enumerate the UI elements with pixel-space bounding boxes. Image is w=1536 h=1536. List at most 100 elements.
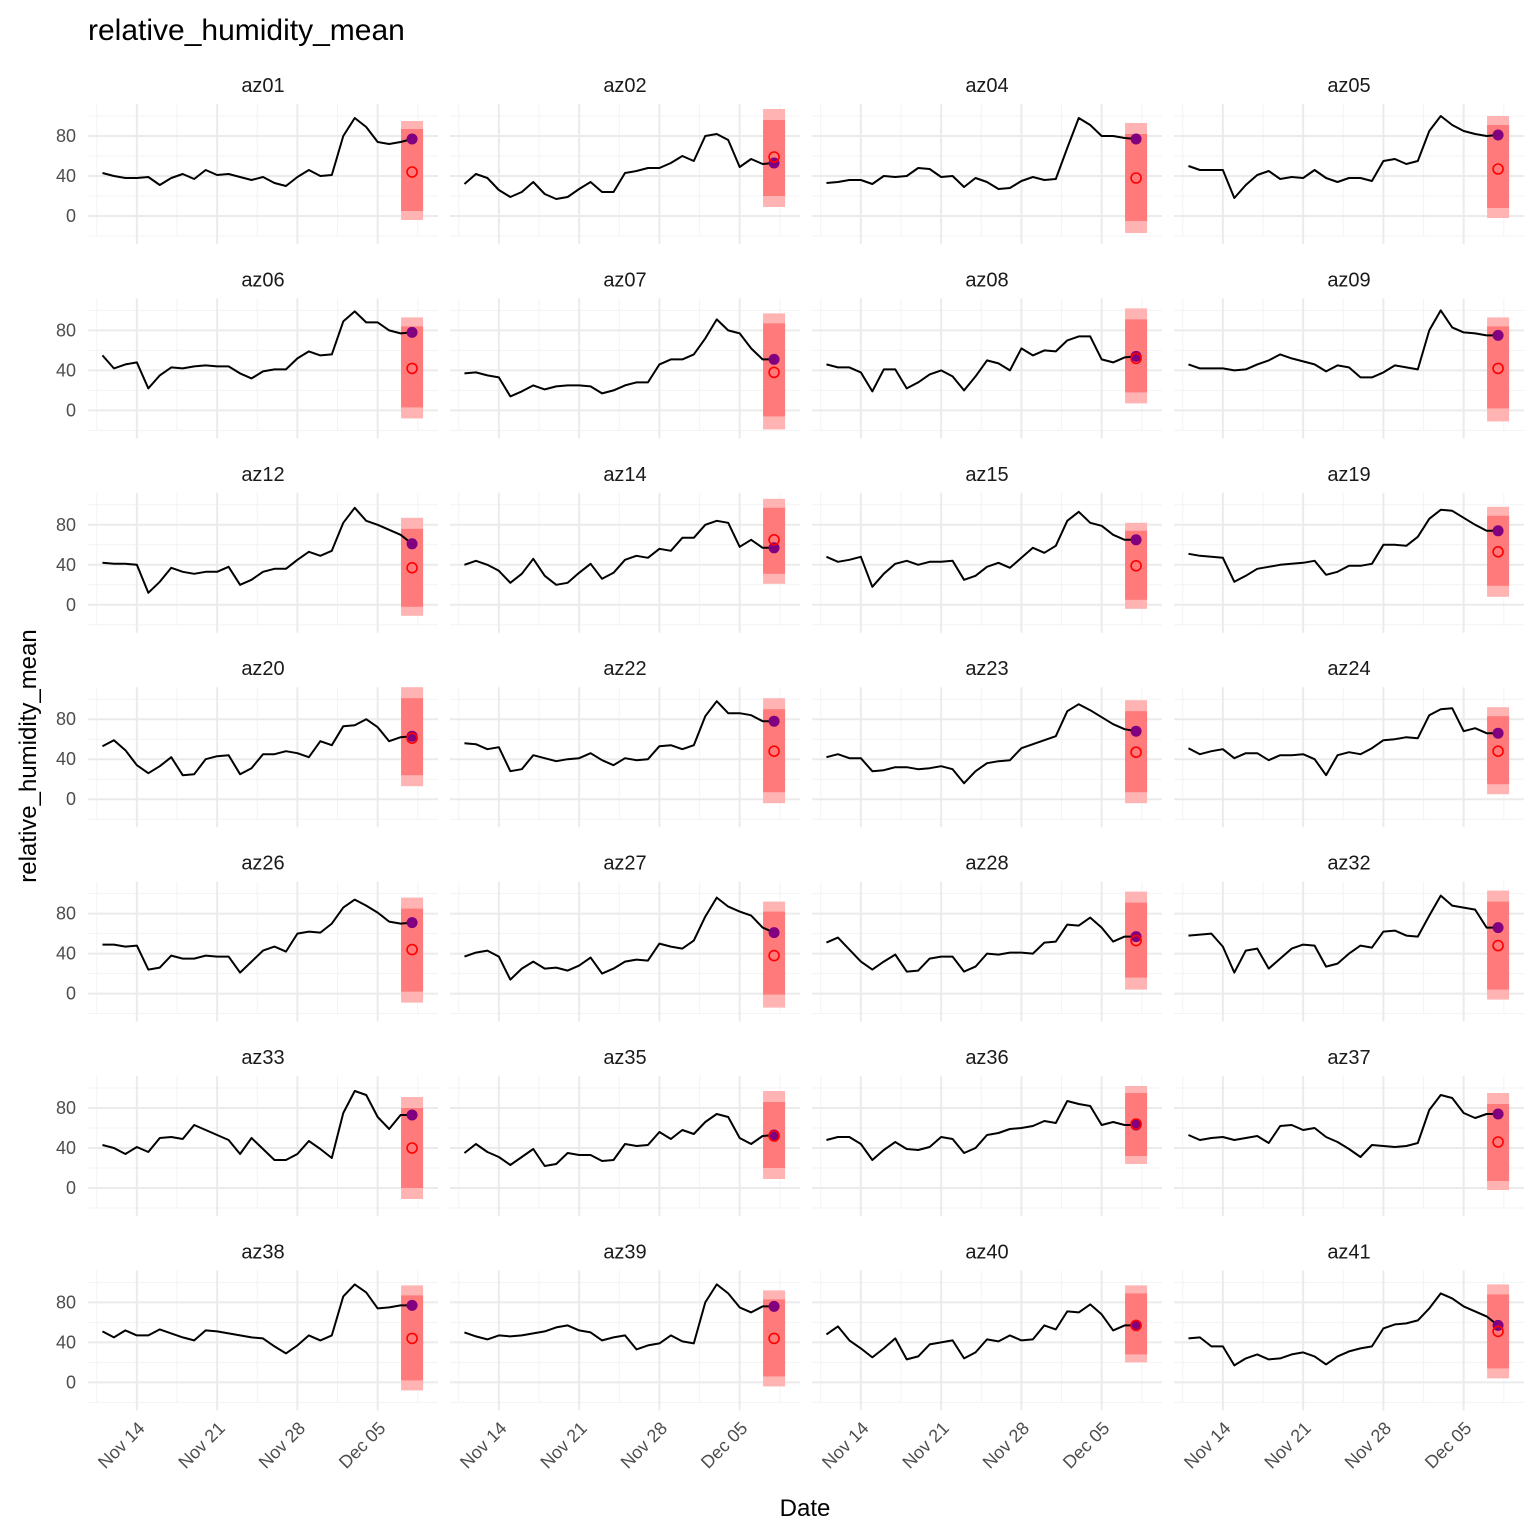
panel-az26: az26 0 40 80 (56, 853, 438, 1022)
forecast-mean-point (768, 745, 780, 758)
forecast-interval-inner (1487, 125, 1510, 208)
forecast-interval-inner (401, 1108, 424, 1188)
observed-point (1130, 534, 1142, 546)
forecast-mean-point (1130, 559, 1142, 572)
x-tick-label: Nov 28 (617, 1418, 671, 1472)
panel-label: az24 (1327, 658, 1370, 680)
observed-point (768, 542, 780, 554)
panel-az38: az38 0 40 80 (56, 1241, 438, 1411)
forecast-interval-inner (1487, 515, 1510, 586)
panel-az06: az06 0 40 80 (56, 269, 438, 439)
x-tick-label: Dec 05 (697, 1418, 751, 1472)
x-tick-label: Nov 21 (174, 1418, 228, 1472)
panel-label: az35 (603, 1047, 646, 1069)
panel-label: az15 (965, 464, 1008, 486)
panel-label: az08 (965, 269, 1008, 291)
forecast-mean-point (1492, 362, 1504, 375)
y-tick-label: 40 (56, 555, 76, 575)
observed-point (768, 353, 780, 365)
forecast-mean-point (1492, 939, 1504, 952)
panel-az33: az33 0 40 80 (56, 1047, 438, 1216)
panel-label: az12 (241, 464, 284, 486)
series-line (826, 1100, 1137, 1161)
forecast-mean-point (1492, 545, 1504, 558)
forecast-mean-point (406, 561, 418, 574)
series-line (826, 335, 1137, 393)
x-tick-label: Nov 21 (1260, 1418, 1314, 1472)
series-line (464, 896, 775, 981)
forecast-mean-point (406, 1332, 418, 1345)
forecast-mean-point (768, 949, 780, 962)
panel-az19: az19 (1174, 464, 1524, 633)
forecast-interval-inner (763, 507, 786, 574)
series-line (102, 1090, 413, 1161)
series-line (101, 310, 413, 390)
y-tick-label: 80 (56, 1098, 76, 1118)
panel-az20: az20 0 40 80 (56, 658, 438, 828)
series-line (1188, 1292, 1499, 1367)
x-tick-label: Nov 14 (1180, 1418, 1234, 1472)
y-tick-label: 0 (66, 595, 76, 615)
panel-label: az22 (603, 658, 646, 680)
y-tick-label: 40 (56, 360, 76, 380)
chart-title: relative_humidity_mean (88, 14, 405, 47)
series-line (101, 718, 413, 777)
series-line (102, 898, 413, 974)
panel-label: az28 (965, 853, 1008, 875)
panel-label: az39 (603, 1241, 646, 1263)
series-line (463, 1113, 775, 1167)
forecast-interval-inner (1487, 326, 1510, 409)
observed-point (768, 1300, 780, 1312)
panel-label: az14 (603, 464, 646, 486)
forecast-mean-point (768, 1130, 780, 1142)
forecast-interval-inner (1487, 1294, 1510, 1369)
panel-label: az05 (1327, 75, 1370, 97)
forecast-interval-inner (763, 1299, 786, 1377)
panel-az41: az41 (1174, 1241, 1524, 1411)
y-axis-title: relative_humidity_mean (15, 629, 42, 882)
forecast-interval-inner (401, 528, 424, 607)
x-tick-label: Dec 05 (335, 1418, 389, 1472)
observed-point (1492, 129, 1504, 141)
y-tick-label: 0 (66, 1372, 76, 1392)
forecast-mean-point (768, 1332, 780, 1345)
series-line (826, 510, 1137, 588)
x-tick-label: Nov 21 (536, 1418, 590, 1472)
panel-label: az04 (965, 75, 1008, 97)
panel-az12: az12 0 40 80 (56, 464, 438, 633)
panel-label: az32 (1327, 853, 1370, 875)
y-tick-label: 40 (56, 1332, 76, 1352)
y-tick-label: 80 (56, 904, 76, 924)
x-axis-title: Date (780, 1495, 831, 1522)
panel-label: az09 (1327, 269, 1370, 291)
y-tick-label: 0 (66, 400, 76, 420)
forecast-mean-point (1492, 745, 1504, 758)
panel-az14: az14 (450, 464, 800, 633)
forecast-mean-point (406, 943, 418, 956)
panel-label: az26 (241, 853, 284, 875)
panel-label: az01 (241, 75, 284, 97)
series-line (464, 700, 775, 773)
series-line (1188, 508, 1499, 583)
forecast-interval-inner (1125, 134, 1148, 221)
panel-label: az27 (603, 853, 646, 875)
panel-az01: az01 0 40 80 (56, 75, 438, 244)
panel-az40: az40 (812, 1241, 1162, 1411)
observed-point (1130, 1319, 1142, 1331)
observed-point (406, 1109, 418, 1121)
observed-point (406, 917, 418, 929)
panel-az36: az36 (812, 1047, 1162, 1216)
panel-az22: az22 (450, 658, 800, 828)
forecast-mean-point (768, 533, 780, 546)
observed-point (406, 1299, 418, 1311)
series-line (1188, 894, 1499, 974)
forecast-mean-point (768, 151, 780, 163)
observed-point (1492, 727, 1504, 739)
panel-az37: az37 (1174, 1047, 1524, 1216)
forecast-mean-point (1130, 1118, 1142, 1130)
observed-point (768, 927, 780, 939)
x-tick-label: Nov 14 (456, 1418, 510, 1472)
series-line (825, 1303, 1137, 1361)
y-tick-label: 0 (66, 984, 76, 1004)
